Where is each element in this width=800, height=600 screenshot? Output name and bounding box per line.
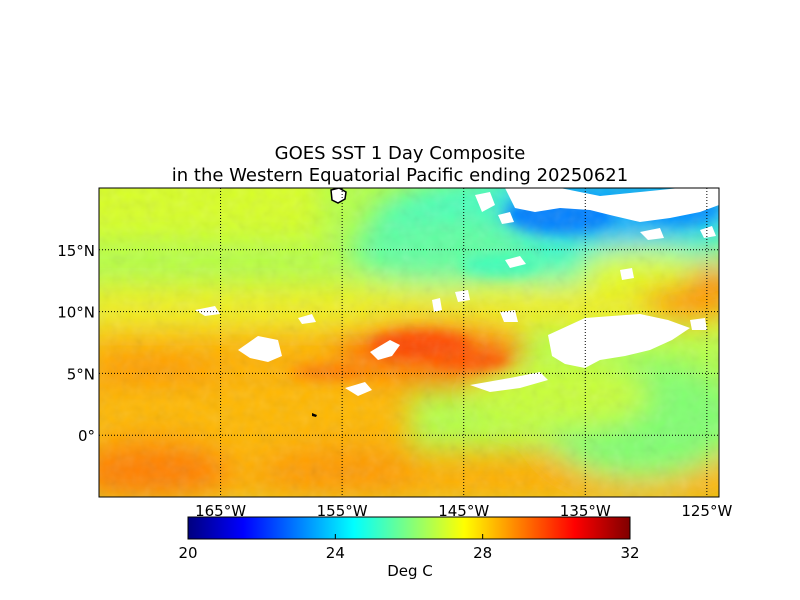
lat-tick-label: 10°N (57, 304, 95, 322)
lat-tick-label: 0° (78, 427, 95, 445)
longitude-labels: 165°W 155°W 145°W 135°W 125°W (195, 502, 732, 520)
lon-tick-label: 145°W (438, 502, 489, 520)
colorbar-tick-label: 24 (326, 544, 345, 562)
lon-tick-label: 125°W (681, 502, 732, 520)
colorbar-ticks: 20 24 28 32 (178, 534, 640, 562)
colorbar (187, 516, 631, 540)
lon-tick-label: 165°W (195, 502, 246, 520)
atoll-island (312, 413, 317, 417)
map-title-line2: in the Western Equatorial Pacific ending… (171, 165, 629, 186)
latitude-labels: 15°N 10°N 5°N 0° (57, 242, 95, 445)
lon-tick-label: 135°W (560, 502, 611, 520)
lat-tick-label: 5°N (67, 365, 95, 383)
lat-tick-label: 15°N (57, 242, 95, 260)
colorbar-tick-label: 20 (178, 544, 197, 562)
sst-field (99, 188, 719, 497)
lon-tick-label: 155°W (317, 502, 368, 520)
map-frame (98, 187, 720, 498)
map-title-line1: GOES SST 1 Day Composite (274, 143, 526, 164)
gridlines (99, 188, 719, 497)
colorbar-tick-label: 28 (473, 544, 492, 562)
colorbar-label: Deg C (387, 562, 433, 580)
missing-data-regions (195, 188, 719, 396)
colorbar-tick-label: 32 (620, 544, 639, 562)
